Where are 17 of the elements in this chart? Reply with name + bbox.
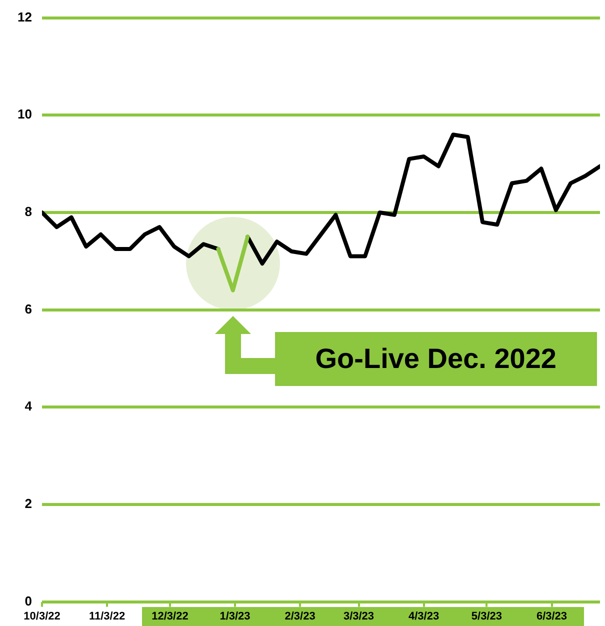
y-tick-label: 6	[24, 301, 32, 316]
y-tick-label: 10	[18, 106, 32, 122]
x-tick-label: 5/3/23	[471, 610, 502, 622]
annotation: Go-Live Dec. 2022	[274, 332, 597, 386]
x-tick-label: 2/3/23	[284, 610, 316, 622]
x-tick-label: 4/3/23	[408, 610, 440, 622]
y-tick-label: 4	[24, 398, 33, 414]
x-tick-label: 11/3/22	[88, 610, 126, 622]
x-tick-label: 10/3/22	[24, 610, 60, 622]
y-tick-label: 2	[24, 496, 32, 512]
x-tick-label: 1/3/23	[220, 610, 250, 622]
x-tick-label: 6/3/23	[536, 610, 568, 622]
y-tick-label: 12	[18, 9, 32, 24]
y-tick-label: 0	[24, 593, 32, 608]
y-tick-label: 8	[24, 204, 32, 220]
x-tick-label: 3/3/23	[343, 610, 374, 622]
x-tick-label: 12/3/22	[152, 610, 188, 622]
